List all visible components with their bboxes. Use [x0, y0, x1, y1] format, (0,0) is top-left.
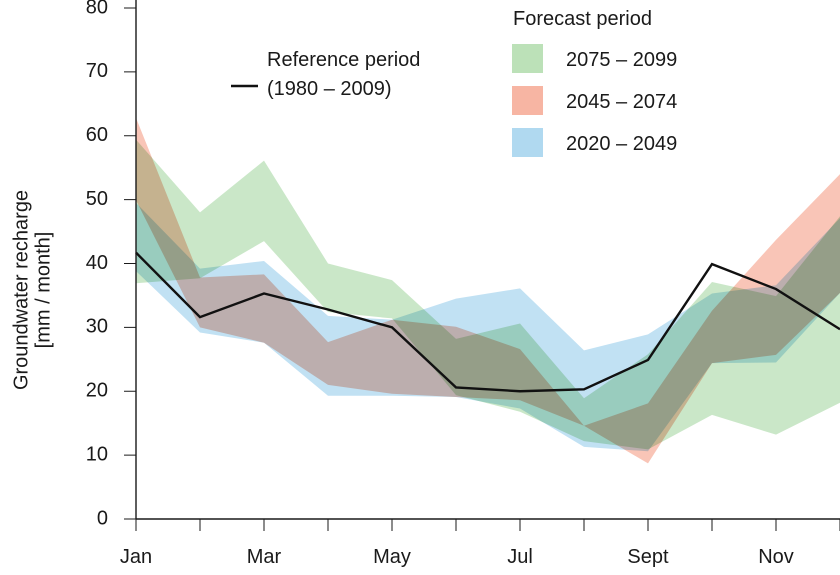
x-tick-label: May: [373, 546, 411, 568]
legend-label-2045-2074: 2045 – 2074: [566, 91, 677, 113]
y-tick-label: 30: [86, 316, 108, 338]
x-ticks: Jan Mar May Jul Sept Nov: [120, 519, 840, 568]
y-ticks: 0 10 20 30 40 50 60 70 80: [86, 0, 136, 529]
axes: [135, 0, 840, 520]
y-tick-label: 70: [86, 60, 108, 82]
y-tick-label: 60: [86, 124, 108, 146]
reference-line: [135, 251, 840, 393]
legend-swatch-2075-2099: [512, 44, 543, 73]
y-axis-title-line2: [mm / month]: [32, 232, 54, 349]
legend-reference-label-line1: Reference period: [267, 49, 420, 71]
legend: Forecast period Reference period (1980 –…: [231, 8, 677, 157]
x-tick-label: Mar: [247, 546, 282, 568]
legend-swatch-2045-2074: [512, 86, 543, 115]
legend-swatch-2020-2049: [512, 128, 543, 157]
legend-reference-label-line2: (1980 – 2009): [267, 78, 392, 100]
legend-label-2020-2049: 2020 – 2049: [566, 133, 677, 155]
y-tick-label: 50: [86, 188, 108, 210]
band-2075-2099: [136, 139, 840, 450]
reference-line-group: [135, 251, 840, 393]
y-axis-title: Groundwater recharge [mm / month]: [10, 190, 54, 390]
y-tick-label: 10: [86, 443, 108, 465]
x-tick-label: Jul: [507, 546, 533, 568]
legend-label-2075-2099: 2075 – 2099: [566, 49, 677, 71]
x-tick-label: Jan: [120, 546, 152, 568]
y-tick-label: 0: [97, 507, 108, 529]
x-tick-label: Nov: [758, 546, 794, 568]
y-axis-title-line1: Groundwater recharge: [10, 190, 32, 390]
y-tick-label: 40: [86, 252, 108, 274]
y-tick-label: 20: [86, 380, 108, 402]
y-tick-label: 80: [86, 0, 108, 18]
x-tick-label: Sept: [627, 546, 669, 568]
legend-forecast-title: Forecast period: [513, 8, 652, 30]
forecast-bands: [136, 117, 840, 464]
